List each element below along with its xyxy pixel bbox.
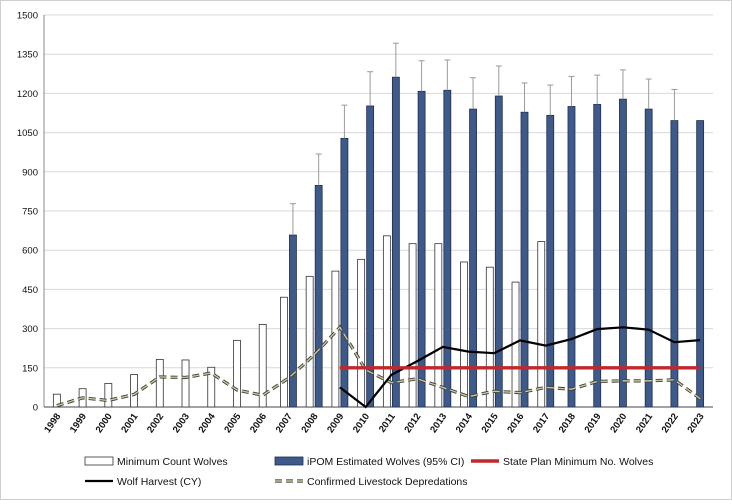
- bar-minimum-count: [537, 241, 546, 408]
- x-tick-label: 2018: [557, 411, 578, 435]
- bar-minimum-count: [258, 324, 267, 408]
- x-tick-label: 1999: [68, 411, 89, 435]
- x-tick-label: 2006: [248, 411, 269, 435]
- x-tick-label: 2014: [454, 411, 476, 435]
- bar-ipom-estimate: [593, 103, 602, 408]
- legend-label: Minimum Count Wolves: [117, 456, 228, 468]
- y-tick-label: 450: [22, 285, 38, 296]
- x-tick-label: 2003: [171, 411, 192, 435]
- y-tick-label: 300: [22, 324, 38, 335]
- x-tick-label: 2016: [505, 411, 526, 435]
- legend-label: Confirmed Livestock Depredations: [307, 476, 468, 488]
- bar-ipom-estimate: [619, 98, 627, 408]
- bar-ipom-estimate: [670, 120, 679, 408]
- y-tick-label: 1350: [17, 50, 38, 61]
- bar-minimum-count: [207, 366, 216, 408]
- legend-label: iPOM Estimated Wolves (95% CI): [307, 456, 464, 468]
- x-tick-label: 2010: [351, 411, 372, 435]
- x-tick-label: 2002: [145, 411, 166, 435]
- bar-minimum-count: [181, 359, 190, 408]
- bar-minimum-count: [104, 383, 113, 408]
- bar-ipom-estimate: [391, 76, 400, 408]
- legend-swatch: [274, 456, 304, 466]
- bar-minimum-count: [52, 393, 61, 408]
- y-tick-label: 150: [22, 363, 38, 374]
- bar-ipom-estimate: [366, 105, 375, 408]
- bar-ipom-estimate: [443, 89, 452, 408]
- legend-label: Wolf Harvest (CY): [117, 476, 201, 488]
- bar-ipom-estimate: [314, 184, 323, 408]
- bar-minimum-count: [460, 261, 468, 408]
- bar-minimum-count: [233, 339, 241, 408]
- x-tick-label: 2012: [402, 411, 423, 435]
- x-tick-label: 2015: [480, 411, 502, 435]
- bar-ipom-estimate: [469, 108, 477, 408]
- bar-minimum-count: [357, 258, 366, 408]
- y-tick-label: 1500: [17, 11, 38, 22]
- bar-minimum-count: [130, 374, 138, 408]
- legend-swatch: [84, 456, 114, 466]
- x-tick-label: 2022: [660, 411, 681, 435]
- y-tick-label: 750: [22, 207, 38, 218]
- bar-minimum-count: [155, 359, 164, 408]
- bar-minimum-count: [434, 243, 443, 408]
- bar-minimum-count: [382, 235, 391, 408]
- x-tick-label: 2020: [608, 411, 629, 435]
- line-livestock-depredations-fill: [56, 326, 701, 407]
- y-tick-label: 1200: [17, 89, 38, 100]
- x-tick-label: 2011: [377, 411, 398, 435]
- x-tick-label: 2004: [197, 411, 219, 435]
- x-tick-label: 2008: [299, 411, 320, 435]
- x-tick-label: 2009: [325, 411, 346, 435]
- x-tick-label: 2019: [583, 411, 604, 435]
- bar-minimum-count: [408, 243, 417, 408]
- x-tick-label: 2013: [428, 411, 449, 435]
- bar-ipom-estimate: [546, 114, 555, 408]
- y-tick-label: 600: [22, 246, 38, 257]
- line-wolf-harvest: [339, 326, 701, 409]
- bar-minimum-count: [280, 296, 288, 408]
- bar-minimum-count: [485, 266, 494, 408]
- bar-ipom-estimate: [567, 106, 576, 408]
- x-tick-label: 2005: [222, 411, 244, 435]
- x-tick-label: 2007: [274, 411, 295, 435]
- bar-minimum-count: [331, 270, 340, 408]
- x-tick-label: 2023: [685, 411, 706, 435]
- bar-ipom-estimate: [644, 108, 653, 408]
- bar-ipom-estimate: [494, 95, 503, 408]
- x-tick-label: 2017: [531, 411, 552, 435]
- x-tick-label: 2021: [634, 411, 656, 435]
- x-tick-label: 2000: [94, 411, 115, 435]
- legend-label: State Plan Minimum No. Wolves: [503, 456, 653, 468]
- bar-ipom-estimate: [696, 120, 705, 408]
- x-tick-label: 2001: [119, 411, 141, 435]
- y-tick-label: 0: [33, 403, 38, 414]
- bar-minimum-count: [305, 275, 314, 408]
- y-tick-label: 900: [22, 167, 38, 178]
- x-tick-label: 1998: [42, 411, 63, 435]
- bar-ipom-estimate: [289, 234, 297, 408]
- bar-ipom-estimate: [520, 111, 529, 408]
- y-tick-label: 1050: [17, 128, 38, 139]
